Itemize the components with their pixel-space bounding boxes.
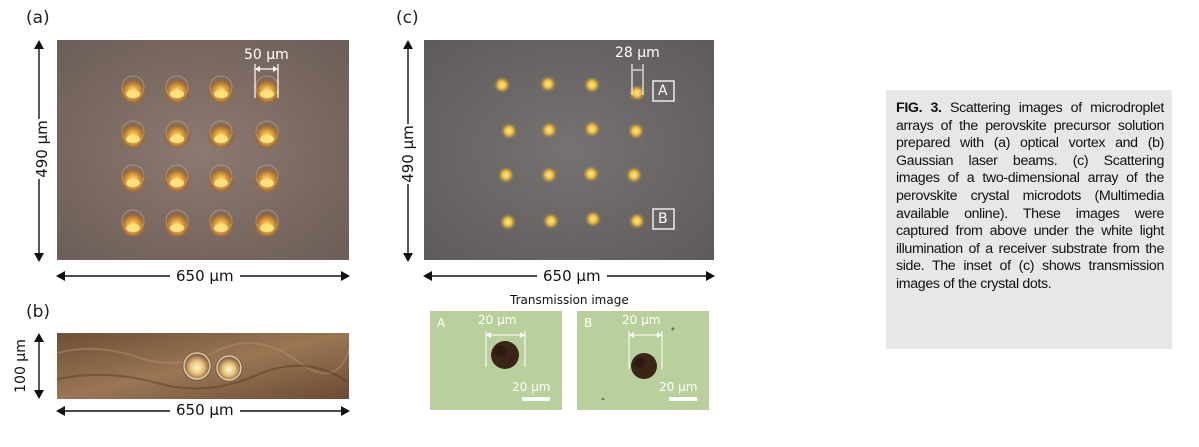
droplet — [253, 209, 281, 237]
droplet — [163, 120, 191, 148]
crystal-dot — [583, 120, 601, 138]
droplet — [253, 120, 281, 148]
crystal-dot — [539, 75, 557, 93]
inset-a-bar-scale: 20 μm — [512, 380, 551, 394]
panel-b-label: (b) — [26, 302, 51, 322]
crystal-dot — [497, 166, 515, 184]
droplet — [119, 164, 147, 192]
caption-body: Scattering images of microdroplet arrays… — [896, 100, 1164, 292]
inset-b-bar-scale: 20 μm — [659, 380, 698, 394]
droplet — [163, 209, 191, 237]
crystal-dot — [584, 210, 602, 228]
inset-a-image — [430, 311, 562, 410]
panel-c-label: (c) — [396, 8, 419, 28]
panel-a-width-label: 650 μm — [170, 267, 240, 285]
droplet — [163, 164, 191, 192]
inset-b-image — [577, 311, 709, 410]
panel-b-height-label: 100 μm — [13, 339, 29, 393]
caption-label: FIG. 3. — [896, 100, 942, 116]
crystal-dot — [627, 122, 645, 140]
crystal-dot — [583, 76, 601, 94]
crystal-dot — [625, 166, 643, 184]
panel-c-marker-b: B — [658, 211, 668, 227]
crystal-dot — [542, 212, 560, 230]
crystal-dot — [628, 212, 646, 230]
figure-caption: FIG. 3. Scattering images of microdrople… — [886, 90, 1172, 349]
crystal-dot — [540, 166, 558, 184]
droplet — [207, 75, 235, 103]
droplet — [207, 120, 235, 148]
panel-c-image — [424, 40, 714, 260]
panel-c-scale-label: 28 μm — [615, 45, 660, 61]
inset-a-letter: A — [437, 316, 446, 330]
panel-c-width-label: 650 μm — [537, 267, 607, 285]
droplet — [253, 164, 281, 192]
inset-b-letter: B — [584, 316, 593, 330]
droplet — [253, 75, 281, 103]
droplet — [119, 120, 147, 148]
panel-c-marker-a: A — [658, 83, 668, 99]
droplet — [119, 75, 147, 103]
droplet — [163, 75, 191, 103]
crystal-dot — [582, 165, 600, 183]
panel-a-label: (a) — [26, 8, 50, 28]
crystal-dot — [499, 213, 517, 231]
inset-title: Transmission image — [510, 293, 629, 307]
panel-a-height-label: 490 μm — [33, 119, 51, 179]
panel-c-height-label: 490 μm — [399, 124, 417, 184]
crystal-dot — [500, 122, 518, 140]
panel-b-image — [57, 333, 349, 399]
panel-a-image — [57, 40, 349, 260]
inset-b-top-scale: 20 μm — [622, 313, 661, 327]
droplet — [207, 209, 235, 237]
panel-a-scale-label: 50 μm — [244, 47, 289, 63]
droplet — [119, 209, 147, 237]
panel-b-width-label: 650 μm — [170, 401, 240, 419]
crystal-dot — [540, 121, 558, 139]
droplet — [207, 164, 235, 192]
inset-a-top-scale: 20 μm — [478, 313, 517, 327]
panel-b-height-arrow — [34, 333, 44, 399]
crystal-dot — [493, 76, 511, 94]
